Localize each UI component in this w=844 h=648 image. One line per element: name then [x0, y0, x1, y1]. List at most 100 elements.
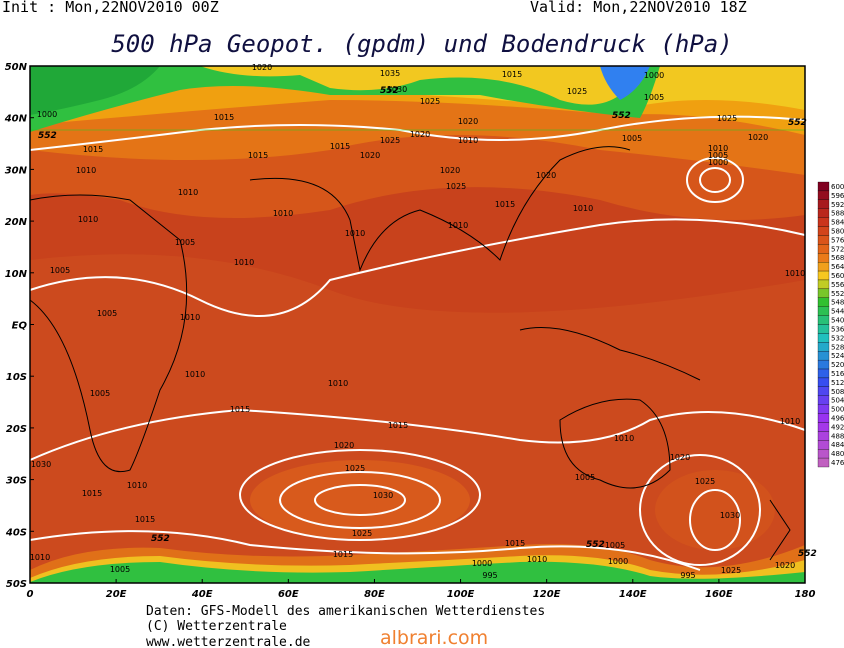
isobar-label: 1005: [622, 134, 642, 143]
colorbar-box: [817, 404, 830, 414]
lat-label: 40N: [4, 114, 28, 125]
colorbar-box: [817, 315, 830, 325]
isobar-label: 1010: [76, 166, 96, 175]
isobar-label: 1010: [458, 136, 478, 145]
colorbar-box: [817, 199, 830, 209]
isobar-label: 1000: [37, 110, 57, 119]
height-label: 552: [380, 86, 399, 96]
colorbar-box: [817, 386, 830, 396]
colorbar-label: 500: [831, 406, 844, 414]
colorbar-box: [817, 181, 830, 192]
isobar-label: 1010: [234, 258, 254, 267]
isobar-label: 1015: [135, 515, 155, 524]
lat-label: 40S: [5, 527, 27, 538]
isobar-label: 1025: [567, 87, 587, 96]
colorbar-box: [817, 279, 830, 290]
height-label: 552: [798, 549, 817, 559]
lon-label: 60E: [278, 589, 299, 600]
colorbar-box: [817, 297, 830, 307]
colorbar-label: 568: [831, 254, 844, 262]
isobar-label: 1005: [50, 266, 70, 275]
isobar-label: 1020: [360, 151, 380, 160]
colorbar-label: 492: [831, 423, 844, 431]
lat-label: EQ: [12, 321, 28, 332]
colorbar-label: 540: [831, 317, 844, 325]
isobar-label: 1010: [180, 313, 200, 322]
colorbar-label: 564: [831, 263, 844, 271]
lon-label: 180: [795, 589, 816, 600]
colorbar-box: [817, 413, 830, 423]
isobar-label: 1000: [608, 557, 628, 566]
isobar-label: 1015: [330, 142, 350, 151]
lon-label: 20E: [106, 589, 127, 600]
height-label: 552: [586, 540, 605, 550]
lat-label: 50S: [6, 579, 27, 590]
colorbar-box: [817, 431, 830, 441]
isobar-label: 1030: [720, 511, 740, 520]
isobar-label: 1010: [178, 188, 198, 197]
isobar-label: 1015: [83, 145, 103, 154]
watermark: albrari.com: [380, 627, 488, 648]
isobar-label: 995: [482, 571, 497, 580]
colorbar-box: [817, 377, 830, 387]
colorbar-label: 504: [831, 397, 844, 405]
isobar-label: 1010: [328, 379, 348, 388]
isobar-label: 1015: [495, 200, 515, 209]
lat-label: 20S: [6, 424, 27, 435]
colorbar-label: 488: [831, 432, 844, 440]
isobar-label: 1020: [536, 171, 556, 180]
isobar-label: 1005: [110, 565, 130, 574]
isobar-label: 1025: [345, 464, 365, 473]
colorbar-label: 524: [831, 352, 844, 360]
isobar-label: 1020: [775, 561, 795, 570]
lon-label: 140E: [619, 589, 647, 600]
lon-label: 160E: [705, 589, 733, 600]
colorbar-box: [817, 351, 830, 361]
isobar-label: 1005: [708, 151, 728, 160]
colorbar-label: 480: [831, 450, 844, 458]
lon-label: 40E: [191, 589, 213, 600]
colorbar-box: [817, 270, 830, 281]
isobar-label: 1000: [708, 158, 728, 167]
isobar-label: 1020: [670, 453, 690, 462]
lat-label: 30N: [5, 165, 28, 176]
isobar-label: 1025: [695, 477, 715, 486]
source: Daten: GFS-Modell des amerikanischen Wet…: [146, 604, 545, 619]
colorbar-box: [817, 457, 830, 468]
colorbar-label: 516: [831, 370, 844, 378]
colorbar-label: 536: [831, 325, 844, 333]
colorbar-box: [817, 235, 830, 245]
isobar-label: 1005: [90, 389, 110, 398]
colorbar-label: 552: [831, 290, 844, 298]
init-time: Init : Mon,22NOV2010 00Z: [2, 0, 219, 16]
coastlines: [29, 129, 805, 561]
isobar-label: 1025: [380, 136, 400, 145]
lat-label: 30S: [6, 476, 27, 487]
colorbar-box: [817, 395, 830, 405]
map-field: [30, 66, 805, 584]
isobar-label: 1010: [780, 417, 800, 426]
isobar-label: 1020: [410, 130, 430, 139]
isobar-label: 1010: [708, 144, 728, 153]
isobar-label: 1010: [127, 481, 147, 490]
colorbar-box: [817, 449, 830, 459]
isobar-label: 1020: [334, 441, 354, 450]
colorbar-box: [817, 262, 830, 272]
colorbar-label: 576: [831, 236, 844, 244]
colorbar-box: [817, 190, 830, 200]
colorbar-box: [817, 422, 830, 432]
isobar-label: 1000: [472, 559, 492, 568]
isobar-label: 1015: [505, 539, 525, 548]
colorbar-label: 496: [831, 415, 844, 423]
isobar-label: 1025: [721, 566, 741, 575]
isobar-label: 1015: [502, 70, 522, 79]
title: 500 hPa Geopot. (gpdm) und Bodendruck (h…: [111, 30, 732, 58]
isobar-label: 1010: [185, 370, 205, 379]
lat-label: 10S: [6, 372, 27, 383]
isobar-label: 1025: [352, 529, 372, 538]
colorbar-box: [817, 306, 830, 316]
colorbar-box: [817, 333, 830, 343]
lon-label: 100E: [447, 589, 475, 600]
isobar-label: 1025: [717, 114, 737, 123]
